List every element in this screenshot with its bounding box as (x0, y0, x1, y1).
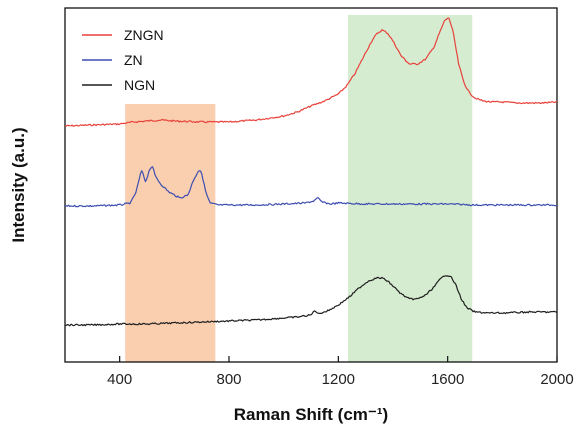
x-tick-label: 1600 (431, 371, 464, 388)
highlight-regions (125, 15, 473, 362)
legend-label-zngn: ZNGN (124, 27, 164, 43)
series-line-ngn (64, 275, 558, 327)
y-axis-label: Intensity (a.u.) (9, 127, 28, 242)
x-axis-ticks: 400 800 1200 1600 2000 (107, 356, 574, 388)
series-line-zngn (64, 17, 558, 127)
x-tick-label: 1200 (322, 371, 355, 388)
x-tick-label: 400 (107, 371, 132, 388)
legend: ZNGN ZN NGN (82, 27, 164, 93)
legend-label-ngn: NGN (124, 77, 155, 93)
series-line-zn (64, 166, 557, 208)
x-axis-label: Raman Shift (cm⁻¹) (234, 405, 388, 424)
legend-label-zn: ZN (124, 52, 143, 68)
x-tick-label: 800 (216, 371, 241, 388)
series-lines (64, 17, 558, 327)
highlight-region-1 (125, 104, 216, 362)
highlight-region-2 (347, 15, 473, 362)
x-tick-label: 2000 (540, 371, 573, 388)
plot-frame (64, 7, 558, 363)
